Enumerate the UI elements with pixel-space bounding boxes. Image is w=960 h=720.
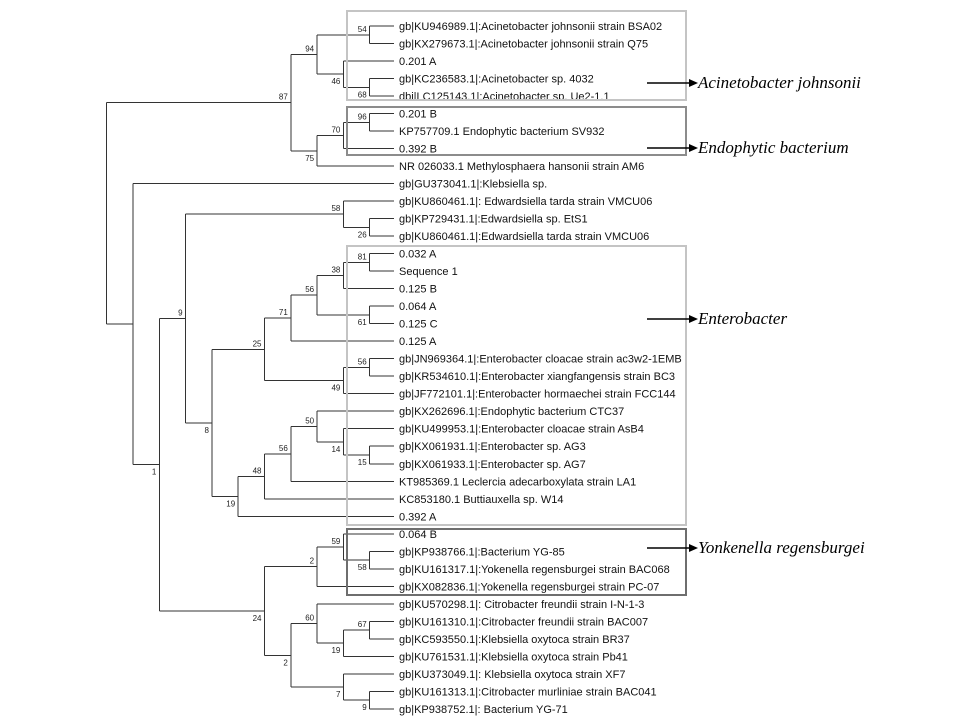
taxon-label: gb|KC593550.1|:Klebsiella oxytoca strain… — [399, 634, 630, 646]
bootstrap-value: 96 — [358, 112, 367, 121]
clade-box — [346, 10, 687, 101]
taxon-label: gb|KU161313.1|:Citrobacter murliniae str… — [399, 686, 657, 698]
taxon-label: gb|KP938752.1|: Bacterium YG-71 — [399, 704, 568, 716]
bootstrap-value: 26 — [358, 230, 367, 239]
clade-annotations: Acinetobacter johnsonii Endophytic bacter… — [647, 73, 865, 557]
taxon-label: 0.201 B — [399, 109, 437, 121]
taxon-label: gb|KU161317.1|:Yokenella regensburgei st… — [399, 564, 670, 576]
taxon-label: gb|JN969364.1|:Enterobacter cloacae stra… — [399, 354, 682, 366]
clade-annotation-label: Endophytic bacterium — [697, 138, 849, 157]
taxon-label: gb|KX061931.1|:Enterobacter sp. AG3 — [399, 441, 586, 453]
taxon-label: KT985369.1 Leclercia adecarboxylata stra… — [399, 476, 636, 488]
bootstrap-value: 56 — [305, 285, 314, 294]
bootstrap-value: 70 — [331, 125, 340, 134]
bootstrap-value: 19 — [226, 499, 235, 508]
taxon-label: 0.032 A — [399, 249, 437, 261]
taxon-label: 0.125 C — [399, 319, 438, 331]
bootstrap-value: 87 — [279, 93, 288, 102]
bootstrap-value: 68 — [358, 90, 367, 99]
bootstrap-value: 58 — [331, 204, 340, 213]
bootstrap-value: 54 — [358, 25, 367, 34]
taxon-label: gb|KX279673.1|:Acinetobacter johnsonii s… — [399, 39, 648, 51]
bootstrap-value: 50 — [305, 417, 314, 426]
bootstrap-value: 19 — [331, 646, 340, 655]
bootstrap-value: 58 — [358, 563, 367, 572]
bootstrap-value: 25 — [253, 339, 262, 348]
taxon-label: gb|KU499953.1|:Enterobacter cloacae stra… — [399, 424, 644, 436]
clade-box — [346, 106, 687, 156]
taxon-label: gb|KC236583.1|:Acinetobacter sp. 4032 — [399, 74, 594, 86]
bootstrap-value: 94 — [305, 44, 314, 53]
bootstrap-value: 61 — [358, 318, 367, 327]
bootstrap-value: 56 — [279, 444, 288, 453]
taxon-label: gb|KU161310.1|:Citrobacter freundii stra… — [399, 616, 648, 628]
bootstrap-value: 1 — [152, 468, 157, 477]
taxon-label: gb|KU860461.1|:Edwardsiella tarda strain… — [399, 231, 649, 243]
clade-annotation-label: Yonkenella regensburgei — [698, 538, 865, 557]
taxon-label: 0.125 A — [399, 336, 437, 348]
taxon-label: gb|GU373041.1|:Klebsiella sp. — [399, 179, 547, 191]
taxon-label: gb|KR534610.1|:Enterobacter xiangfangens… — [399, 371, 675, 383]
taxon-label: gb|KP938766.1|:Bacterium YG-85 — [399, 546, 565, 558]
bootstrap-value: 49 — [331, 384, 340, 393]
bootstrap-value: 71 — [279, 308, 288, 317]
clade-annotation-label: Enterobacter — [697, 309, 787, 328]
bootstrap-value: 67 — [358, 620, 367, 629]
bootstrap-value: 48 — [253, 466, 262, 475]
taxon-label: gb|KU570298.1|: Citrobacter freundii str… — [399, 599, 644, 611]
taxon-label: KP757709.1 Endophytic bacterium SV932 — [399, 126, 604, 138]
bootstrap-value: 2 — [310, 557, 315, 566]
clade-box — [346, 528, 687, 596]
bootstrap-value: 46 — [331, 77, 340, 86]
arrowhead-icon — [689, 79, 698, 87]
taxon-label: gb|KP729431.1|:Edwardsiella sp. EtS1 — [399, 214, 588, 226]
bootstrap-value: 38 — [331, 266, 340, 275]
taxon-label: Sequence 1 — [399, 266, 458, 278]
clade-annotation-label: Acinetobacter johnsonii — [697, 73, 861, 92]
taxon-label: 0.064 A — [399, 301, 437, 313]
arrowhead-icon — [689, 544, 698, 552]
label-clip-mask — [348, 99, 685, 105]
taxon-label: gb|KU860461.1|: Edwardsiella tarda strai… — [399, 196, 652, 208]
bootstrap-value: 60 — [305, 614, 314, 623]
bootstrap-value: 8 — [204, 426, 209, 435]
taxon-label: gb|KX262696.1|:Endophytic bacterium CTC3… — [399, 406, 624, 418]
bootstrap-value: 75 — [305, 154, 314, 163]
bootstrap-value: 59 — [331, 537, 340, 546]
arrowhead-icon — [689, 315, 698, 323]
taxon-label: gb|KU761531.1|:Klebsiella oxytoca strain… — [399, 651, 628, 663]
bootstrap-value: 81 — [358, 252, 367, 261]
arrowhead-icon — [689, 144, 698, 152]
bootstrap-value: 9 — [362, 703, 367, 712]
taxon-label: gb|KX061933.1|:Enterobacter sp. AG7 — [399, 459, 586, 471]
taxon-label: 0.201 A — [399, 56, 437, 68]
taxon-label: 0.125 B — [399, 284, 437, 296]
bootstrap-value: 14 — [331, 445, 340, 454]
taxon-label: 0.064 B — [399, 529, 437, 541]
bootstrap-value: 2 — [283, 658, 288, 667]
taxon-label: 0.392 A — [399, 511, 437, 523]
bootstrap-value: 15 — [358, 458, 367, 467]
bootstrap-value: 7 — [336, 690, 341, 699]
taxon-label: KC853180.1 Buttiauxella sp. W14 — [399, 494, 564, 506]
clade-boxes — [346, 10, 687, 596]
tree-branches — [106, 25, 394, 710]
bootstrap-value: 9 — [178, 309, 183, 318]
clade-box — [346, 245, 687, 526]
taxon-label: gb|KU946989.1|:Acinetobacter johnsonii s… — [399, 21, 662, 33]
taxon-label: gb|JF772101.1|:Enterobacter hormaechei s… — [399, 389, 676, 401]
taxon-label: gb|KX082836.1|:Yokenella regensburgei st… — [399, 581, 659, 593]
bootstrap-value: 56 — [358, 357, 367, 366]
taxon-label: NR 026033.1 Methylosphaera hansonii stra… — [399, 161, 644, 173]
bootstrap-value: 24 — [253, 614, 262, 623]
taxon-label: gb|KU373049.1|: Klebsiella oxytoca strai… — [399, 669, 625, 681]
taxon-label: 0.392 B — [399, 144, 437, 156]
